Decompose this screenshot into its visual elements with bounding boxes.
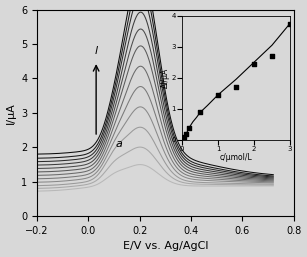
X-axis label: E/V vs. Ag/AgCl: E/V vs. Ag/AgCl: [123, 241, 208, 251]
Text: l: l: [95, 46, 98, 56]
Text: a: a: [116, 139, 123, 149]
Y-axis label: I/μA: I/μA: [6, 102, 16, 124]
